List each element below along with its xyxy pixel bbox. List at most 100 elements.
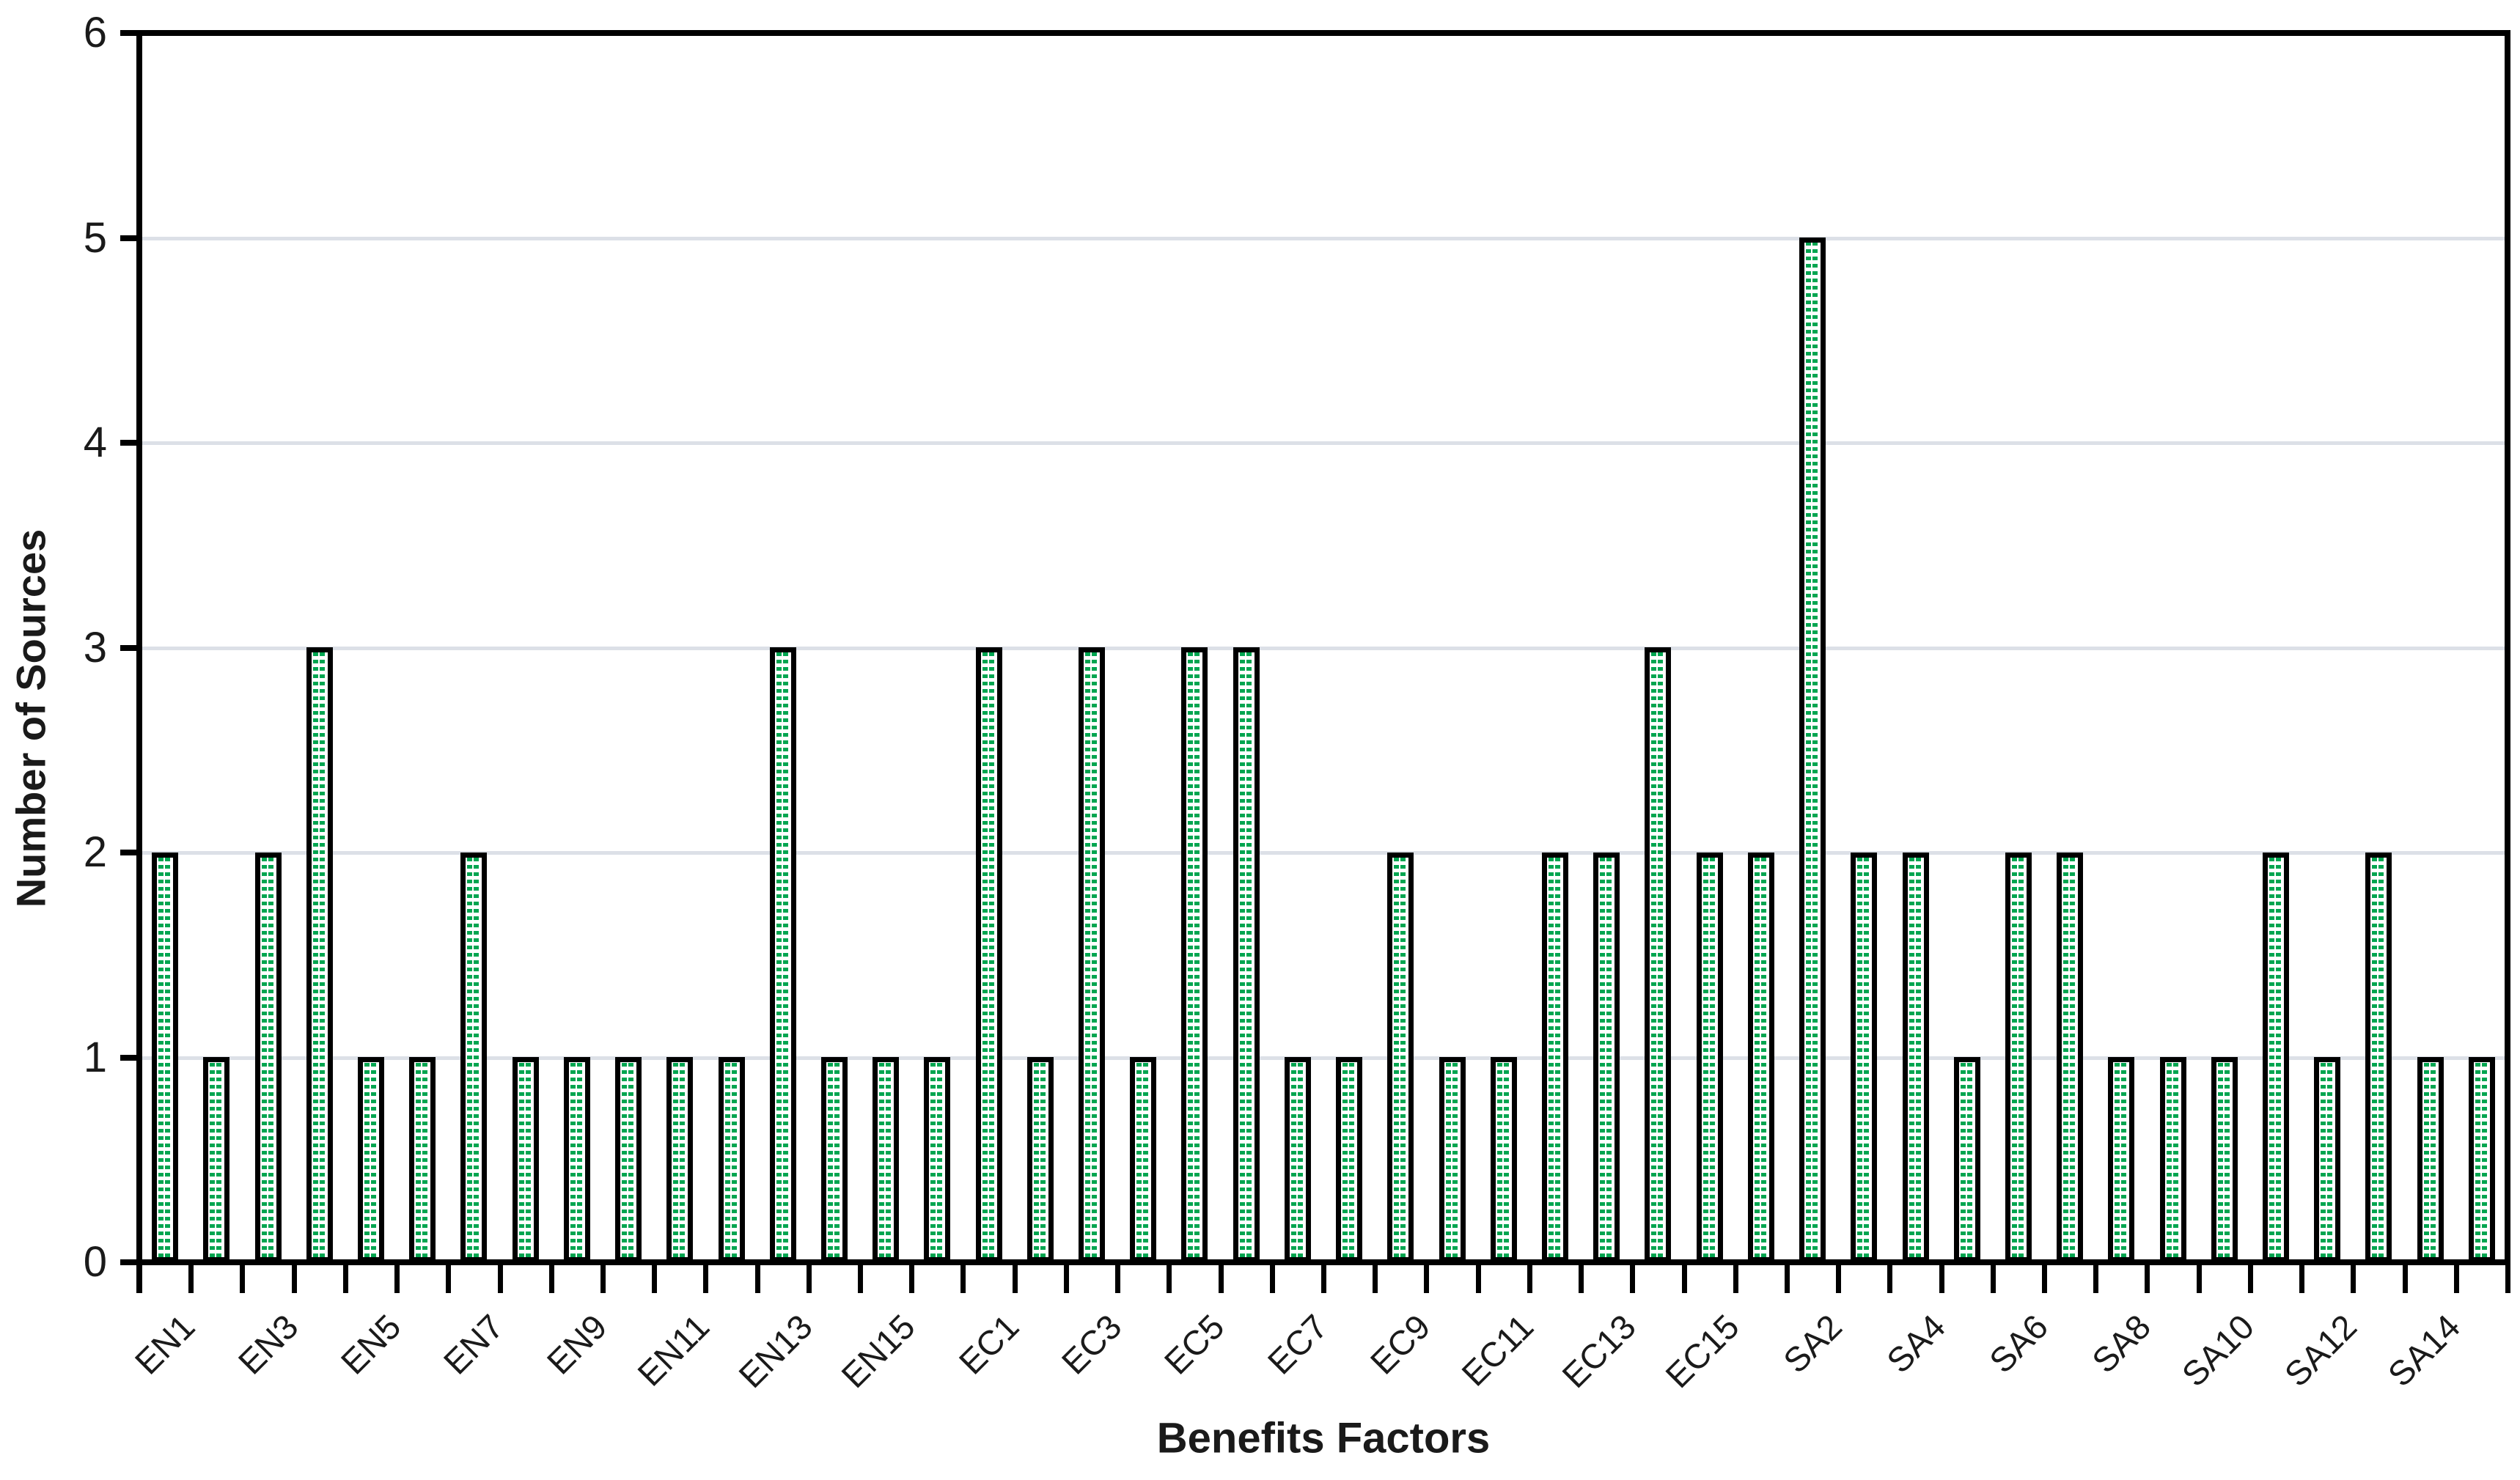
x-axis-tick (2042, 1262, 2048, 1293)
x-tick-label: EN9 (539, 1306, 614, 1382)
x-axis-tick (1424, 1262, 1430, 1293)
x-axis-tick (2453, 1262, 2459, 1293)
x-tick-label: EN11 (630, 1306, 717, 1394)
gridline (139, 1056, 2508, 1060)
bar-SA3 (1851, 853, 1877, 1262)
x-axis-tick (1836, 1262, 1842, 1293)
bar-EN16 (924, 1057, 950, 1262)
x-axis-tick (1063, 1262, 1069, 1293)
y-tick-label: 6 (83, 9, 107, 56)
gridline (139, 236, 2508, 240)
x-axis-tick (446, 1262, 452, 1293)
bar-EN10 (615, 1057, 642, 1262)
bar-EC4 (1130, 1057, 1156, 1262)
bar-EN11 (666, 1057, 693, 1262)
gridline (139, 646, 2508, 650)
bar-SA8 (2108, 1057, 2134, 1262)
x-axis-tick (2196, 1262, 2202, 1293)
x-axis-tick (1321, 1262, 1326, 1293)
bar-SA9 (2160, 1057, 2186, 1262)
bar-EC13 (1593, 853, 1620, 1262)
x-axis-tick (600, 1262, 606, 1293)
gridline (139, 851, 2508, 855)
x-tick-label: EC13 (1554, 1306, 1644, 1396)
y-axis-line (136, 30, 142, 1293)
bar-EN2 (203, 1057, 229, 1262)
bar-EN9 (564, 1057, 590, 1262)
bar-EC3 (1079, 647, 1105, 1262)
x-axis-tick (497, 1262, 503, 1293)
x-tick-label: EC5 (1156, 1306, 1232, 1382)
y-axis-tick (120, 644, 139, 651)
bar-SA5 (1954, 1057, 1980, 1262)
bar-SA7 (2057, 853, 2083, 1262)
bar-EC12 (1542, 853, 1568, 1262)
x-tick-label: EC11 (1454, 1306, 1541, 1394)
x-tick-label: EN5 (333, 1306, 408, 1382)
x-axis-tick (1012, 1262, 1018, 1293)
x-tick-label: SA12 (2277, 1306, 2365, 1394)
y-tick-label: 5 (83, 213, 107, 262)
x-tick-label: SA2 (1775, 1306, 1850, 1381)
x-tick-label: EC1 (951, 1306, 1026, 1382)
x-axis-tick (548, 1262, 554, 1293)
x-tick-label: EC15 (1658, 1306, 1747, 1396)
x-axis-tick (2093, 1262, 2099, 1293)
x-axis-tick (1939, 1262, 1944, 1293)
plot-top-border (120, 30, 2508, 36)
y-axis-tick (120, 30, 139, 36)
x-tick-label: EC3 (1054, 1306, 1129, 1382)
bar-EC15 (1697, 853, 1723, 1262)
bar-EC10 (1439, 1057, 1466, 1262)
x-axis-tick (1579, 1262, 1584, 1293)
x-axis-tick (703, 1262, 709, 1293)
x-axis-tick (137, 1262, 142, 1293)
x-axis-tick (754, 1262, 760, 1293)
x-axis-tick (1373, 1262, 1378, 1293)
x-axis-tick (1475, 1262, 1481, 1293)
x-axis-tick (960, 1262, 966, 1293)
bar-EC1 (976, 647, 1002, 1262)
bar-EN5 (358, 1057, 384, 1262)
bar-SA4 (1903, 853, 1929, 1262)
x-axis-tick (188, 1262, 194, 1293)
bar-SA14 (2417, 1057, 2444, 1262)
x-axis-tick (2247, 1262, 2253, 1293)
x-axis-tick (394, 1262, 400, 1293)
x-axis-tick (858, 1262, 864, 1293)
bar-SA1 (1748, 853, 1774, 1262)
y-tick-label: 1 (83, 1033, 107, 1081)
bar-SA12 (2314, 1057, 2340, 1262)
x-tick-label: EN15 (834, 1306, 923, 1396)
x-axis-tick (909, 1262, 915, 1293)
y-axis-tick (120, 1054, 139, 1061)
x-axis-tick (2299, 1262, 2305, 1293)
x-axis-tick (1784, 1262, 1790, 1293)
x-axis-line (120, 1259, 2508, 1265)
x-tick-label: EC9 (1362, 1306, 1438, 1382)
x-axis-tick (2505, 1262, 2510, 1293)
x-axis-tick (2351, 1262, 2356, 1293)
bar-EN14 (821, 1057, 848, 1262)
x-axis-tick (1990, 1262, 1996, 1293)
y-tick-label: 3 (83, 623, 107, 671)
x-tick-label: SA10 (2174, 1306, 2262, 1394)
bar-EC6 (1233, 647, 1260, 1262)
x-tick-label: SA6 (1981, 1306, 2056, 1381)
bar-EN4 (306, 647, 333, 1262)
x-axis-tick (1269, 1262, 1275, 1293)
x-axis-tick (806, 1262, 812, 1293)
y-tick-label: 4 (83, 419, 107, 466)
x-axis-tick (1630, 1262, 1636, 1293)
x-tick-label: EN3 (230, 1306, 306, 1382)
bar-EC2 (1027, 1057, 1054, 1262)
bar-EC8 (1336, 1057, 1362, 1262)
bar-EN15 (873, 1057, 899, 1262)
y-axis-tick (120, 850, 139, 855)
x-axis-tick (1681, 1262, 1687, 1293)
bar-EN1 (152, 853, 178, 1262)
bar-EC7 (1285, 1057, 1311, 1262)
x-tick-label: SA4 (1878, 1306, 1953, 1381)
x-axis-tick (1218, 1262, 1224, 1293)
bar-EN8 (513, 1057, 539, 1262)
